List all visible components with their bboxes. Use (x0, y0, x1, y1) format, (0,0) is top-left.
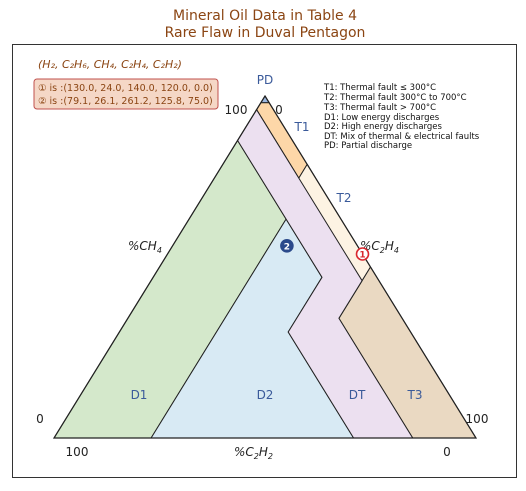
zone-label-d1: D1 (131, 388, 148, 402)
zone-layer (53, 95, 477, 439)
sample-marker-layer: 12 (280, 239, 370, 261)
zone-label-pd: PD (257, 73, 273, 87)
bottom-axis-label: %C2H2 (234, 445, 273, 461)
legend-entry-t2: T2: Thermal fault 300°C to 700°C (323, 93, 467, 103)
sample-info-box (33, 78, 219, 110)
bottom-axis-min: 0 (443, 445, 451, 459)
legend-entry-t1: T1: Thermal fault ≤ 300°C (323, 83, 436, 93)
zone-label-dt: DT (349, 388, 366, 402)
legend-entry-d1: D1: Low energy discharges (324, 113, 440, 123)
left-axis-label: %CH4 (128, 239, 162, 255)
zone-label-t3: T3 (407, 388, 423, 402)
right-axis-min: 0 (275, 103, 283, 117)
legend-entry-pd: PD: Partial discharge (324, 141, 412, 151)
zone-label-t2: T2 (336, 191, 352, 205)
gas-order-label: (H₂, C₂H₆, CH₄, C₂H₄, C₂H₂) (38, 58, 182, 71)
legend: T1: Thermal fault ≤ 300°C T2: Thermal fa… (323, 83, 480, 151)
sample-1-label: ① is :(130.0, 24.0, 140.0, 120.0, 0.0) (38, 83, 213, 94)
sample-1-point (355, 247, 370, 261)
zone-label-d2: D2 (257, 388, 274, 402)
bottom-axis-max: 100 (66, 445, 89, 459)
sample-2-label: ② is :(79.1, 26.1, 261.2, 125.8, 75.0) (38, 96, 213, 107)
sample-2-number: 2 (284, 242, 290, 252)
right-axis-max: 100 (466, 412, 489, 426)
chart-title: Mineral Oil Data in Table 4 (173, 8, 357, 24)
plot-frame (12, 44, 517, 478)
sample-2-point (280, 239, 294, 253)
legend-entry-t3: T3: Thermal fault > 700°C (323, 103, 436, 113)
chart-subtitle: Rare Flaw in Duval Pentagon (165, 25, 366, 41)
zone-label-t1: T1 (294, 120, 310, 134)
sample-1-marker: 1 (355, 247, 370, 261)
legend-entry-dt: DT: Mix of thermal & electrical faults (324, 132, 480, 142)
triangle-outline (52, 94, 478, 439)
sample-2-marker: 2 (280, 239, 294, 253)
legend-entry-d2: D2: High energy discharges (324, 122, 443, 132)
left-axis-min: 0 (36, 412, 44, 426)
sample-1-number: 1 (359, 251, 365, 261)
left-axis-max: 100 (225, 103, 248, 117)
